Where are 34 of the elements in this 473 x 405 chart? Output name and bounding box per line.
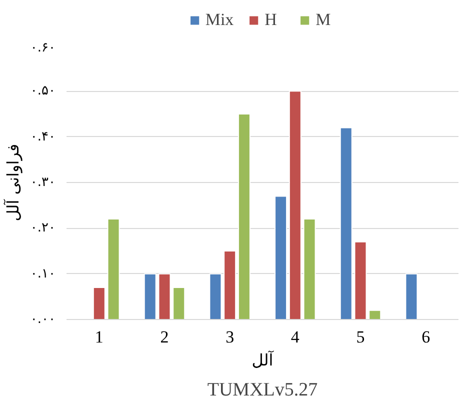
y-tick-label: ۰.۰۰	[30, 312, 56, 327]
bar	[92, 287, 106, 320]
bar	[238, 114, 250, 320]
bar	[368, 310, 382, 320]
text: TUMXLv5.27	[207, 380, 318, 400]
x-tick-label: 1	[94, 328, 104, 346]
y-tick-label: ۰.۴۰	[30, 129, 56, 144]
bar	[224, 250, 236, 320]
legend-label: M	[316, 10, 332, 30]
bar	[274, 196, 288, 320]
x-tick-label: 2	[160, 328, 169, 346]
x-tick-label: 5	[356, 328, 365, 346]
legend-label: Mix	[205, 10, 234, 30]
bar	[144, 273, 156, 320]
y-axis-title: فراوانی آلل	[2, 144, 22, 222]
bar	[172, 287, 186, 320]
x-tick-label: 6	[422, 328, 430, 346]
bar	[303, 218, 316, 320]
legend-label: H	[264, 10, 278, 30]
y-tick-label: ۰.۳۰	[30, 175, 56, 190]
bar	[107, 218, 120, 320]
bar	[340, 127, 352, 320]
x-axis-title: آلل	[252, 350, 275, 370]
bar	[158, 273, 171, 320]
bar	[354, 241, 367, 320]
x-tick-label: 3	[226, 328, 234, 346]
y-tick-label: ۰.۱۰	[30, 266, 56, 282]
bar	[405, 273, 418, 320]
y-tick-label: ۰.۵۰	[30, 84, 56, 99]
y-tick-label: ۰.۲۰	[30, 220, 56, 236]
bar	[209, 273, 222, 320]
y-tick-label: ۰.۶۰	[30, 40, 56, 56]
bar	[288, 90, 302, 320]
x-tick-label: 4	[290, 328, 300, 346]
